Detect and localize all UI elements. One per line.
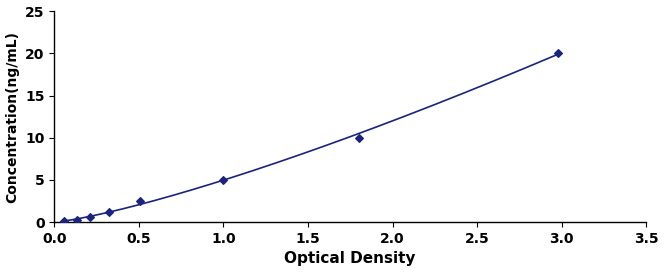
X-axis label: Optical Density: Optical Density (284, 251, 416, 267)
Y-axis label: Concentration(ng/mL): Concentration(ng/mL) (5, 31, 19, 203)
